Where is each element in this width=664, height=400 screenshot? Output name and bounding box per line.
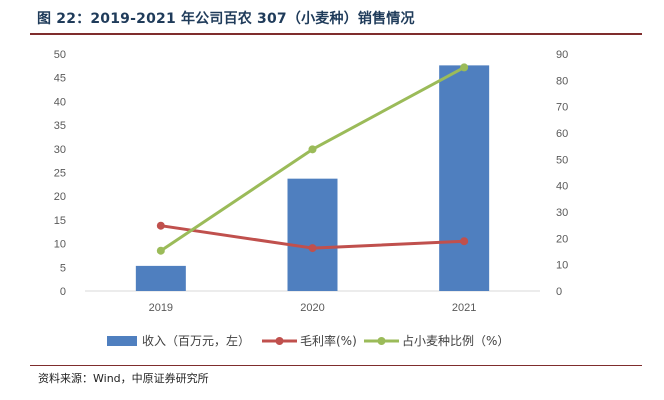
- x-tick-label: 2019: [149, 302, 173, 314]
- right-tick-label: 60: [556, 128, 568, 140]
- point-gross-margin-2021: [460, 237, 469, 246]
- left-tick-label: 5: [60, 262, 66, 274]
- right-tick-label: 90: [556, 49, 568, 61]
- point-wheat-share-2021: [460, 63, 469, 72]
- left-tick-label: 10: [54, 239, 66, 251]
- line-series: [156, 63, 469, 255]
- right-tick-label: 80: [556, 75, 568, 87]
- left-tick-label: 0: [60, 286, 66, 298]
- legend-swatch-revenue: [107, 336, 137, 346]
- left-axis-ticks: 0 5 10 15 20 25 30 35 40 45 50: [54, 49, 66, 298]
- bar-series: [135, 65, 490, 291]
- left-tick-label: 40: [54, 96, 66, 108]
- legend-label-gross-margin: 毛利率(%): [300, 333, 357, 348]
- right-tick-label: 20: [556, 233, 568, 245]
- right-tick-label: 0: [556, 286, 562, 298]
- right-tick-label: 40: [556, 181, 568, 193]
- point-wheat-share-2020: [308, 145, 317, 154]
- bottom-rule: [30, 365, 642, 366]
- legend-label-revenue: 收入（百万元，左）: [142, 333, 250, 348]
- bar-revenue-2019: [135, 265, 186, 291]
- right-tick-label: 50: [556, 154, 568, 166]
- right-tick-label: 10: [556, 260, 568, 272]
- x-axis-ticks: 2019 2020 2021: [149, 302, 477, 314]
- legend: 收入（百万元，左） 毛利率(%) 占小麦种比例（%）: [107, 333, 509, 348]
- legend-label-wheat-share: 占小麦种比例（%）: [402, 333, 509, 348]
- legend-marker-gross-margin: [275, 337, 284, 345]
- right-tick-label: 70: [556, 102, 568, 114]
- left-tick-label: 20: [54, 191, 66, 203]
- left-tick-label: 30: [54, 144, 66, 156]
- top-rule: [30, 33, 642, 35]
- left-tick-label: 45: [54, 73, 66, 85]
- x-tick-label: 2021: [452, 302, 476, 314]
- source-note: 资料来源：Wind，中原证券研究所: [38, 372, 209, 385]
- legend-marker-wheat-share: [377, 337, 386, 345]
- right-axis-ticks: 0 10 20 30 40 50 60 70 80 90: [556, 49, 568, 298]
- left-tick-label: 50: [54, 49, 66, 61]
- point-wheat-share-2019: [156, 246, 165, 255]
- left-tick-label: 15: [54, 215, 66, 227]
- figure-title: 图 22：2019-2021 年公司百农 307（小麦种）销售情况: [37, 11, 415, 27]
- left-tick-label: 25: [54, 168, 66, 180]
- bar-revenue-2020: [287, 178, 338, 291]
- x-tick-label: 2020: [300, 302, 324, 314]
- point-gross-margin-2020: [308, 244, 317, 253]
- point-gross-margin-2019: [156, 221, 165, 230]
- bar-revenue-2021: [439, 65, 490, 291]
- left-tick-label: 35: [54, 120, 66, 132]
- right-tick-label: 30: [556, 207, 568, 219]
